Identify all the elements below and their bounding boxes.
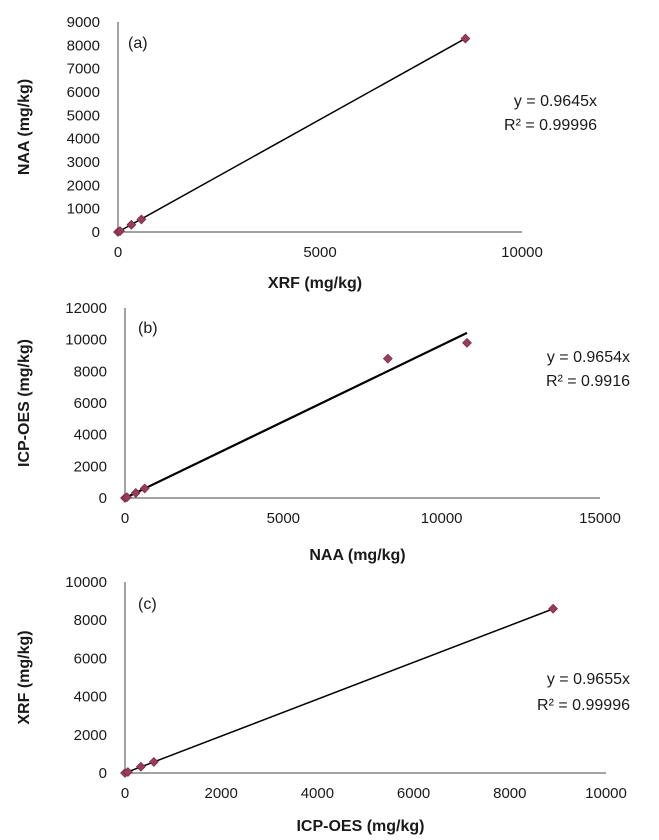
y-tick-label: 4000: [67, 131, 100, 148]
chart-panel-3: 0 2000 4000 6000 8000 10000 0 2000 4000 6000 8000 1…: [16, 574, 630, 835]
y-axis-title: XRF (mg/kg): [16, 630, 33, 724]
data-point: [115, 226, 125, 236]
y-tick-label: 3000: [67, 154, 100, 171]
y-tick-label: 4000: [74, 427, 107, 444]
y-tick-label: 0: [99, 765, 107, 782]
data-point: [126, 219, 137, 230]
y-tick-label: 2000: [74, 458, 107, 475]
chart-panel-2: 0 2000 4000 6000 8000 10000 12000 0 5000 10000 150…: [16, 300, 630, 564]
panel-label: (b): [138, 320, 158, 337]
x-tick-label: 10000: [421, 510, 463, 527]
data-point: [136, 214, 147, 225]
data-point: [135, 761, 146, 772]
data-point: [139, 483, 150, 494]
x-tick-label: 8000: [493, 785, 526, 802]
y-tick-label: 6000: [67, 84, 100, 101]
y-tick-label: 12000: [65, 300, 107, 317]
x-axis-title: NAA (mg/kg): [309, 547, 405, 564]
x-tick-label: 5000: [303, 244, 336, 261]
x-axis-title: ICP-OES (mg/kg): [296, 818, 424, 835]
y-axis-title: NAA (mg/kg): [16, 79, 33, 175]
data-point: [462, 337, 472, 348]
r-squared-label: R² = 0.9916: [546, 373, 630, 390]
x-tick-label: 15000: [579, 510, 621, 527]
x-tick-label: 0: [114, 244, 122, 261]
x-axis-title: XRF (mg/kg): [268, 275, 362, 292]
data-point: [130, 488, 141, 498]
y-tick-label: 0: [92, 224, 100, 241]
y-tick-label: 9000: [67, 14, 100, 31]
x-tick-label: 10000: [501, 244, 543, 261]
trendline: [117, 37, 466, 233]
trendline: [124, 608, 554, 774]
x-tick-label: 0: [121, 785, 129, 802]
x-tick-label: 4000: [301, 785, 334, 802]
trendline-equation: y = 0.9654x: [547, 349, 630, 366]
data-point: [148, 756, 159, 767]
x-tick-label: 10000: [585, 785, 627, 802]
x-tick-label: 5000: [267, 510, 300, 527]
data-point: [382, 353, 393, 364]
x-tick-label: 2000: [205, 785, 238, 802]
data-point: [121, 492, 132, 503]
y-tick-label: 8000: [74, 612, 107, 629]
r-squared-label: R² = 0.99996: [504, 117, 597, 134]
y-tick-label: 5000: [67, 107, 100, 124]
panel-label: (c): [138, 596, 157, 613]
y-tick-label: 4000: [74, 689, 107, 706]
y-tick-label: 6000: [74, 650, 107, 667]
y-axis-title: ICP-OES (mg/kg): [16, 339, 33, 467]
trendline-equation: y = 0.9655x: [547, 671, 630, 688]
trendline: [124, 331, 468, 499]
y-tick-label: 7000: [67, 61, 100, 78]
y-tick-label: 1000: [67, 201, 100, 218]
y-tick-label: 8000: [74, 363, 107, 380]
r-squared-label: R² = 0.99996: [537, 697, 630, 714]
y-tick-label: 10000: [65, 332, 107, 349]
x-tick-label: 6000: [397, 785, 430, 802]
trendline-equation: y = 0.9645x: [514, 93, 597, 110]
y-tick-label: 8000: [67, 37, 100, 54]
y-tick-label: 10000: [65, 574, 107, 591]
data-point: [548, 603, 559, 614]
y-tick-label: 0: [99, 490, 107, 507]
y-tick-label: 6000: [74, 395, 107, 412]
chart-panel-1: 0 1000 2000 3000 4000 5000 6000 7000 8000 9000 0 50…: [16, 14, 597, 292]
y-tick-label: 2000: [67, 177, 100, 194]
y-tick-label: 2000: [74, 727, 107, 744]
data-point: [122, 767, 133, 777]
x-tick-label: 0: [121, 510, 129, 527]
data-point: [460, 33, 471, 44]
panel-label: (a): [128, 35, 148, 52]
